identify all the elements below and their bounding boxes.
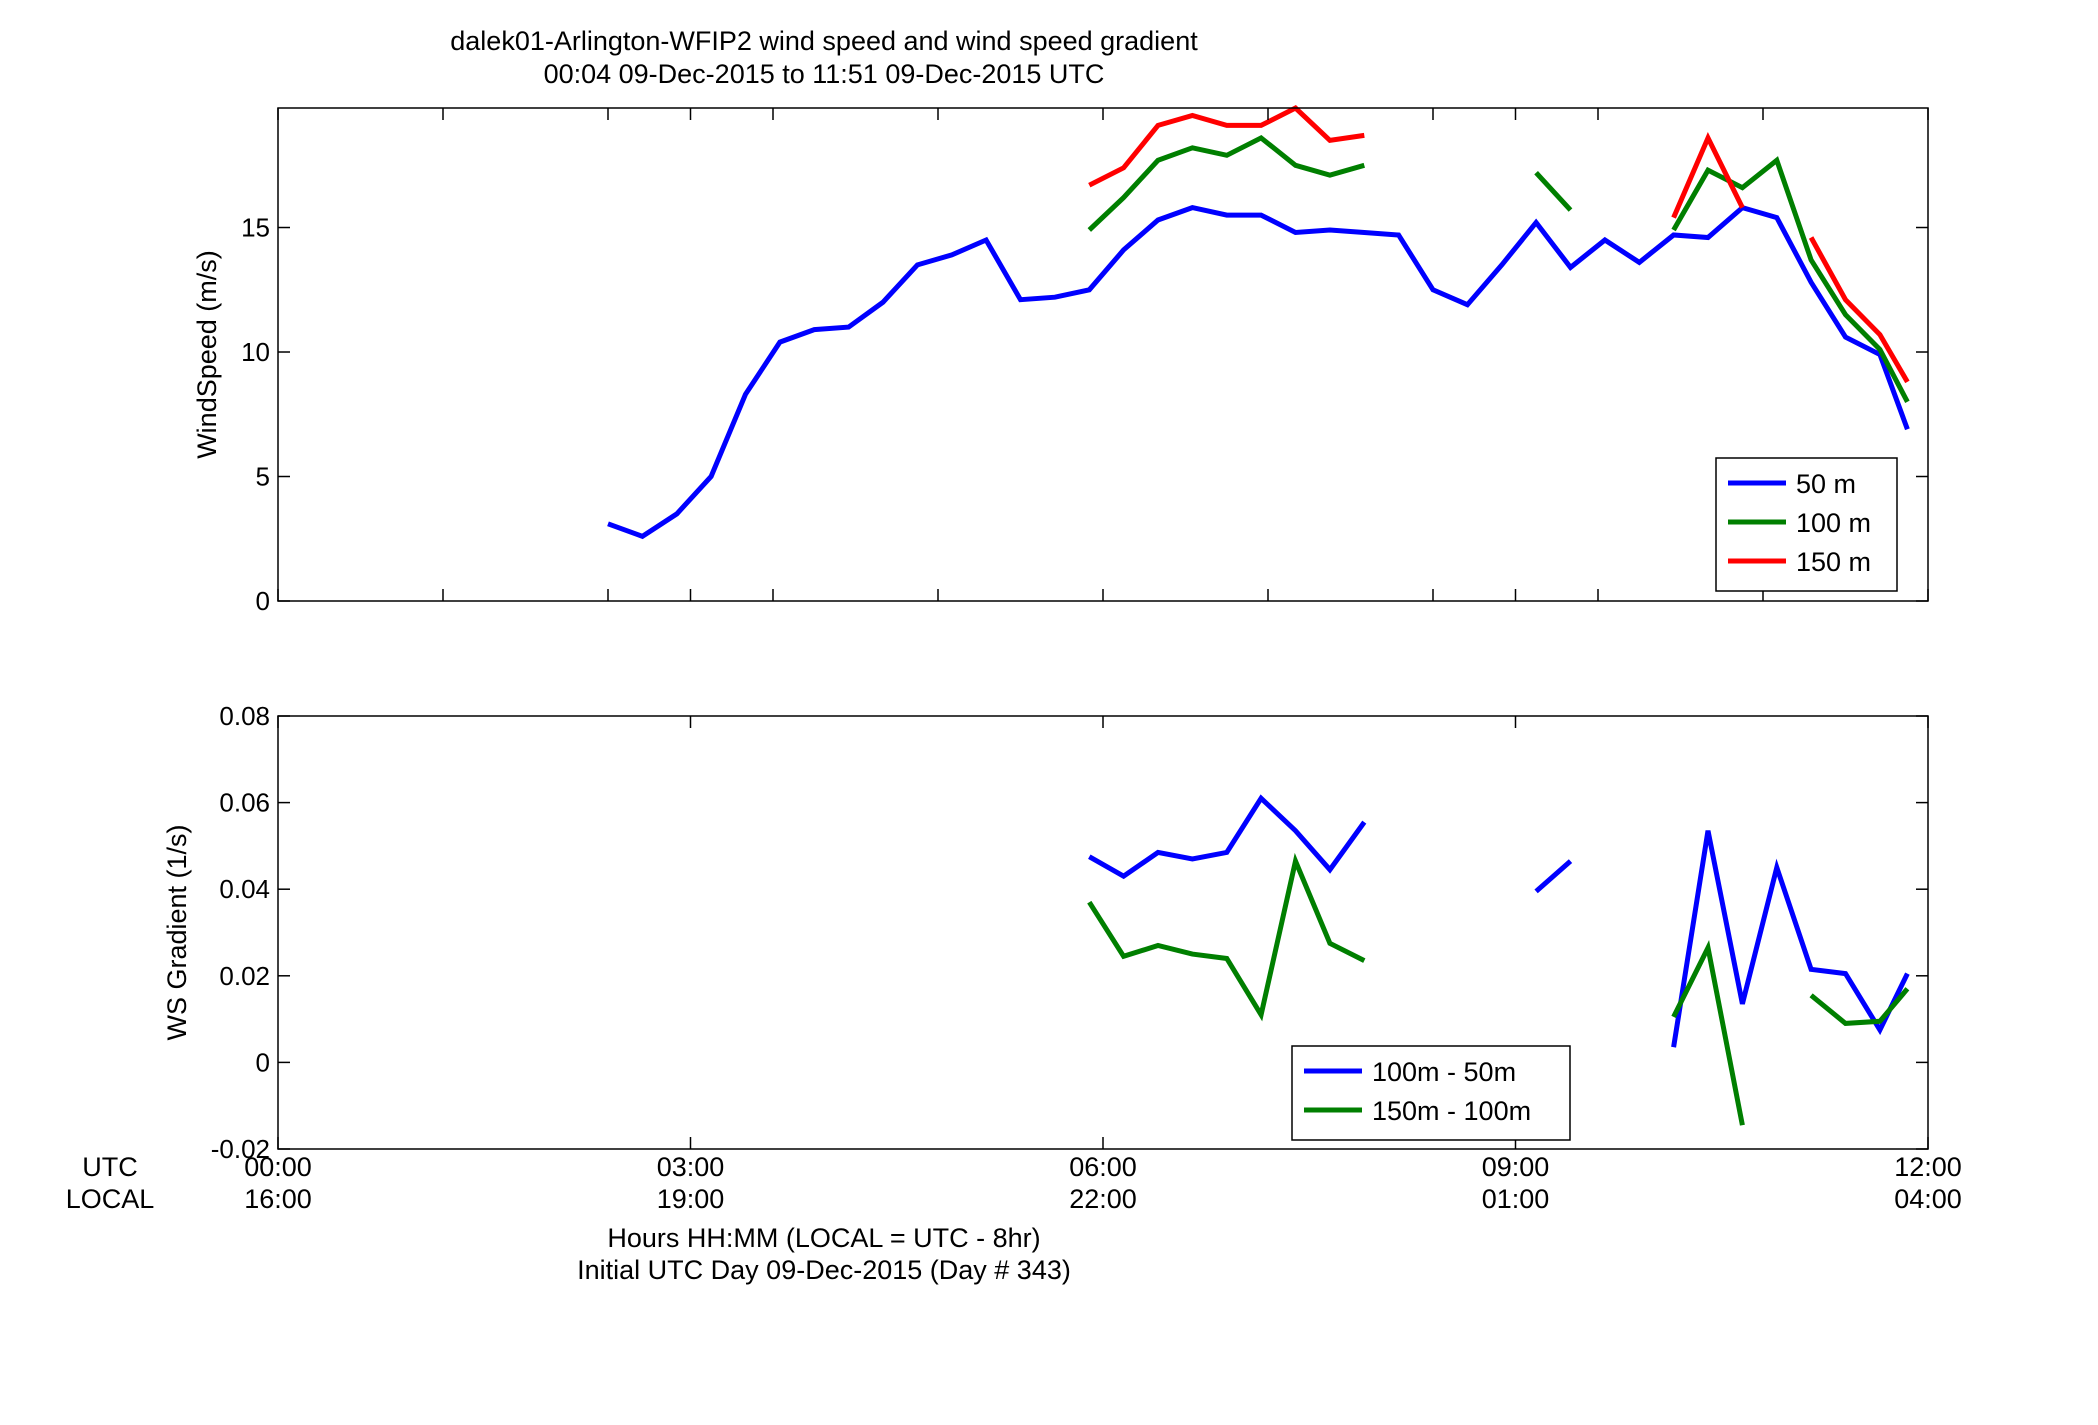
- windspeed-panel: 0 5 10 15 WindSpeed (m/s) 50 m 100 m 150 m: [192, 104, 1929, 616]
- x-tick-label-local: 04:00: [1894, 1184, 1962, 1214]
- windspeed-series-line-50-m: [607, 204, 1910, 540]
- chart-title-line1: dalek01-Arlington-WFIP2 wind speed and w…: [450, 26, 1198, 56]
- x-tick-label-utc: 06:00: [1069, 1152, 1137, 1182]
- gradient-series-line-150m-100m: [1671, 939, 1745, 1126]
- gradient-series-line-150m-100m: [1087, 852, 1366, 1022]
- gradient-series-line-100m-50m: [1088, 794, 1367, 880]
- gradient-y-axis-label: WS Gradient (1/s): [162, 824, 192, 1040]
- x-tick-label-local: 16:00: [244, 1184, 312, 1214]
- utc-row-label: UTC: [82, 1152, 138, 1182]
- x-axis-label-line2: Initial UTC Day 09-Dec-2015 (Day # 343): [577, 1255, 1071, 1285]
- windspeed-legend: 50 m 100 m 150 m: [1715, 457, 1898, 592]
- windspeed-legend-label: 100 m: [1796, 508, 1871, 538]
- gradient-y-tick-label: 0.06: [219, 788, 270, 818]
- windspeed-series-line-100-m: [1087, 134, 1365, 232]
- x-tick-label-utc: 03:00: [657, 1152, 725, 1182]
- gradient-series-line-100m-50m: [1534, 859, 1573, 894]
- windspeed-y-axis-label: WindSpeed (m/s): [192, 250, 222, 459]
- x-tick-label-utc: 00:00: [244, 1152, 312, 1182]
- chart-title-line2: 00:04 09-Dec-2015 to 11:51 09-Dec-2015 U…: [544, 59, 1105, 89]
- gradient-y-tick-label: 0.04: [219, 874, 270, 904]
- x-tick-label-local: 22:00: [1069, 1184, 1137, 1214]
- x-tick-label-local: 01:00: [1482, 1184, 1550, 1214]
- windspeed-series-line-150-m: [1808, 236, 1910, 384]
- gradient-legend-label: 150m - 100m: [1372, 1096, 1531, 1126]
- x-axis-label-line1: Hours HH:MM (LOCAL = UTC - 8hr): [607, 1223, 1040, 1253]
- windspeed-series-line-150-m: [1671, 131, 1745, 219]
- gradient-y-tick-label: 0: [256, 1047, 270, 1077]
- gradient-legend-box: [1291, 1045, 1571, 1141]
- windspeed-y-tick-label: 0: [256, 586, 270, 616]
- x-tick-label-utc: 12:00: [1894, 1152, 1962, 1182]
- x-tick-label-local: 19:00: [657, 1184, 725, 1214]
- gradient-series-line-150m-100m: [1809, 987, 1910, 1026]
- gradient-legend-label: 100m - 50m: [1372, 1057, 1516, 1087]
- windspeed-series-line-100-m: [1534, 171, 1573, 212]
- windspeed-y-tick-label: 10: [241, 337, 270, 367]
- windspeed-legend-label: 50 m: [1796, 469, 1856, 499]
- windspeed-series-line-100-m: [1671, 156, 1910, 403]
- local-row-label: LOCAL: [66, 1184, 155, 1214]
- windspeed-y-tick-label: 15: [241, 213, 270, 243]
- windspeed-y-tick-label: 5: [256, 462, 270, 492]
- windspeed-legend-label: 150 m: [1796, 547, 1871, 577]
- windspeed-series-line-150-m: [1088, 104, 1365, 188]
- gradient-y-tick-label: 0.08: [219, 701, 270, 731]
- gradient-legend: 100m - 50m 150m - 100m: [1291, 1045, 1571, 1141]
- gradient-y-tick-label: 0.02: [219, 961, 270, 991]
- x-tick-label-utc: 09:00: [1482, 1152, 1550, 1182]
- gradient-y-tick-label: -0.02: [211, 1134, 270, 1164]
- gradient-panel: -0.02 0 0.02 0.04 0.06 0.08 WS Gradient (1/s)…: [162, 701, 1929, 1164]
